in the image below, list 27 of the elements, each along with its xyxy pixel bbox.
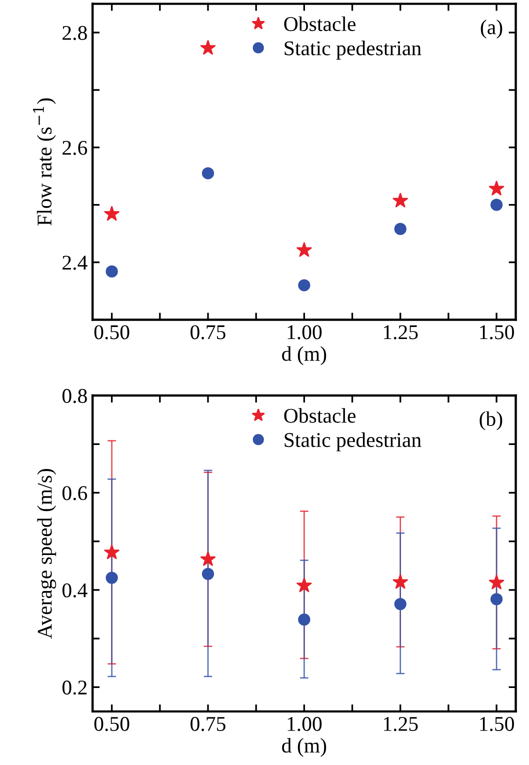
- x-tick-label: 0.75: [190, 716, 226, 732]
- annotation: (a): [480, 20, 502, 39]
- x-tick-label: 0.50: [94, 325, 130, 340]
- x-tick-label: 1.00: [288, 716, 322, 732]
- x-tick-label: 1.00: [288, 325, 322, 340]
- x-tick-label: 1.50: [480, 716, 514, 732]
- legend-label: Static pedestrian: [284, 432, 422, 452]
- x-tick-label: 1.50: [480, 325, 514, 340]
- y-tick-label: 2.6: [62, 140, 88, 155]
- legend-label: Obstacle: [284, 408, 356, 423]
- x-tick-label: 1.25: [384, 325, 418, 340]
- x-axis-title: d (m): [282, 346, 326, 366]
- x-tick-label: 1.25: [384, 716, 418, 732]
- legend-label: Obstacle: [284, 16, 356, 32]
- y-tick-label: 0.4: [62, 583, 88, 598]
- y-axis-title: Flow rate (s$^{−1}$): [32, 98, 56, 226]
- y-tick-label: 2.8: [62, 26, 87, 40]
- y-tick-label: 0.6: [62, 486, 88, 500]
- annotation: (b): [480, 411, 502, 430]
- x-tick-label: 0.75: [190, 325, 226, 340]
- y-tick-label: 0.8: [62, 388, 87, 404]
- legend-label: Static pedestrian: [284, 40, 422, 60]
- y-tick-label: 2.4: [62, 256, 88, 270]
- y-axis-title: Average speed (m/s): [37, 468, 56, 639]
- x-tick-label: 0.50: [94, 716, 130, 732]
- x-axis-title: d (m): [282, 738, 326, 757]
- y-tick-label: 0.2: [62, 680, 87, 695]
